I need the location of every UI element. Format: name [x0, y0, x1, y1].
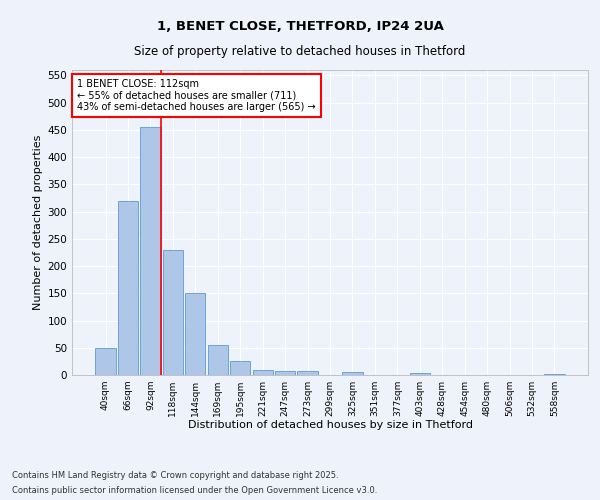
- Bar: [230, 362, 250, 375]
- Bar: [298, 371, 317, 375]
- Bar: [410, 374, 430, 375]
- Bar: [95, 348, 116, 375]
- X-axis label: Distribution of detached houses by size in Thetford: Distribution of detached houses by size …: [187, 420, 473, 430]
- Bar: [118, 200, 138, 375]
- Text: 1 BENET CLOSE: 112sqm
← 55% of detached houses are smaller (711)
43% of semi-det: 1 BENET CLOSE: 112sqm ← 55% of detached …: [77, 79, 316, 112]
- Y-axis label: Number of detached properties: Number of detached properties: [33, 135, 43, 310]
- Bar: [544, 374, 565, 375]
- Bar: [275, 370, 295, 375]
- Text: 1, BENET CLOSE, THETFORD, IP24 2UA: 1, BENET CLOSE, THETFORD, IP24 2UA: [157, 20, 443, 33]
- Bar: [163, 250, 183, 375]
- Bar: [208, 345, 228, 375]
- Bar: [185, 294, 205, 375]
- Bar: [253, 370, 273, 375]
- Text: Contains public sector information licensed under the Open Government Licence v3: Contains public sector information licen…: [12, 486, 377, 495]
- Bar: [343, 372, 362, 375]
- Bar: [140, 126, 161, 375]
- Text: Contains HM Land Registry data © Crown copyright and database right 2025.: Contains HM Land Registry data © Crown c…: [12, 471, 338, 480]
- Text: Size of property relative to detached houses in Thetford: Size of property relative to detached ho…: [134, 45, 466, 58]
